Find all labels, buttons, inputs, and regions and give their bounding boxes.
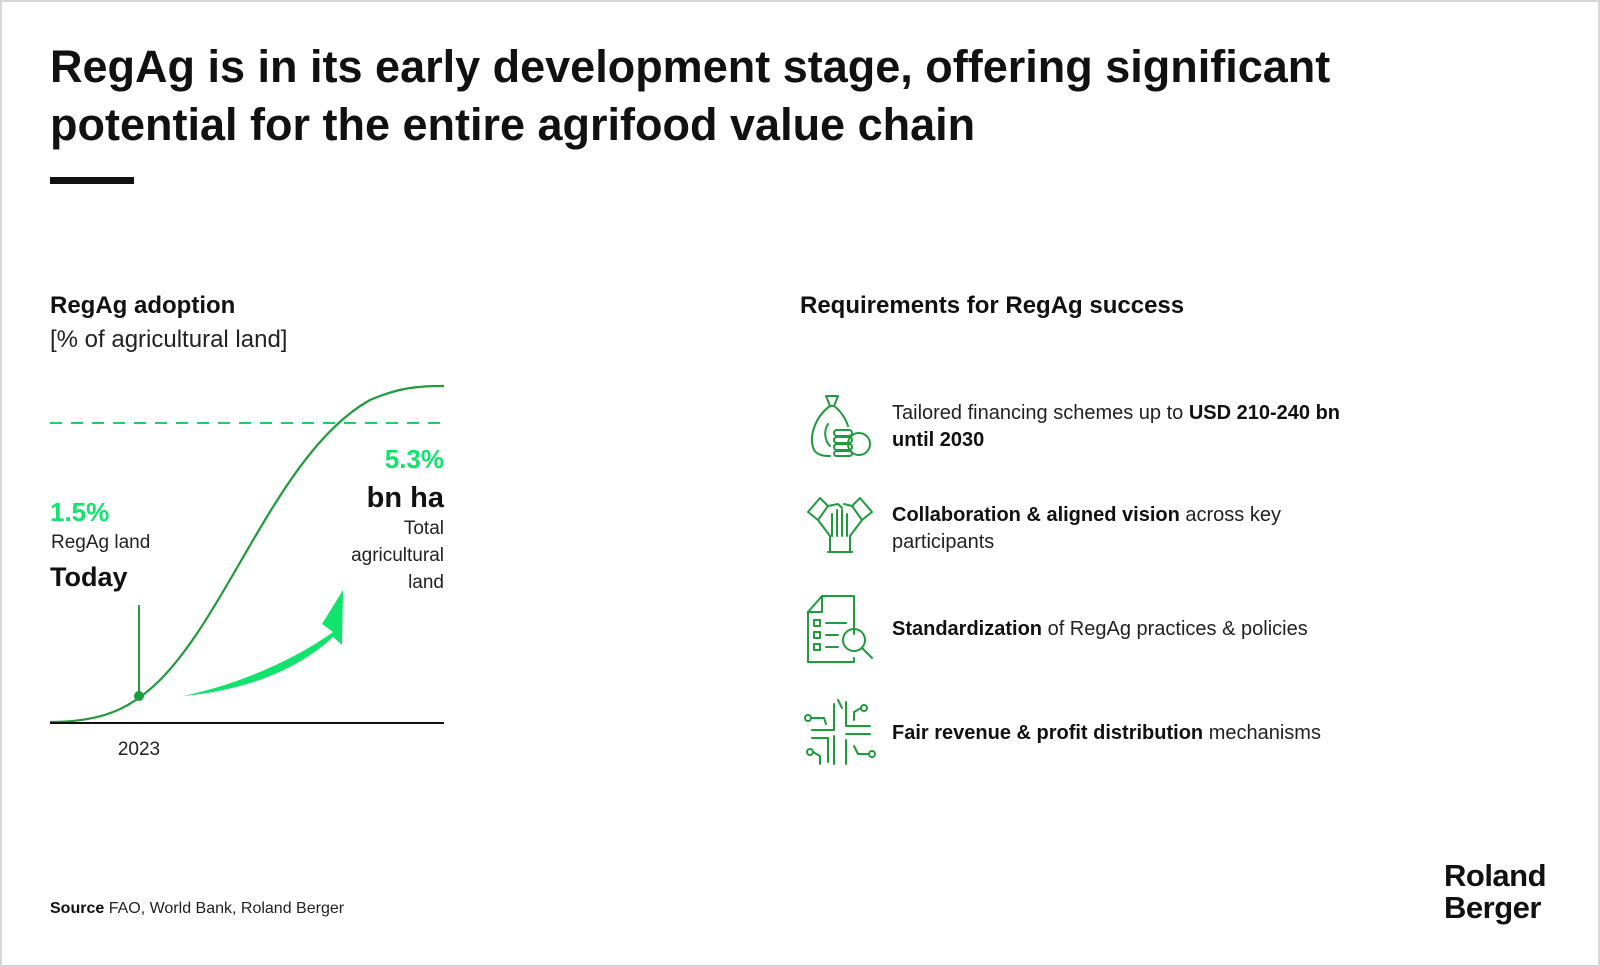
logo-line: Berger — [1444, 890, 1541, 925]
requirement-bold: Fair revenue & profit distribution — [892, 722, 1204, 744]
requirement-bold: Collaboration & aligned vision — [892, 504, 1180, 526]
requirement-text: of RegAg practices & policies — [1042, 618, 1308, 640]
source-label: Source — [50, 900, 105, 917]
chart-heading: RegAg adoption — [50, 292, 236, 319]
target-label-line: land — [408, 572, 444, 593]
page-title: RegAg is in its early development stage,… — [50, 41, 1331, 150]
requirement-bold: Standardization — [892, 618, 1043, 640]
requirement-item: Fair revenue & profit distribution mecha… — [804, 698, 1524, 774]
source-note: Source FAO, World Bank, Roland Berger — [50, 900, 344, 918]
requirement-item: Tailored financing schemes up to USD 210… — [804, 390, 1524, 466]
logo-line: Roland — [1444, 858, 1547, 893]
adoption-chart: 2023 1.5% RegAg land Today 5.3% bn ha To… — [49, 384, 445, 760]
target-label-line: agricultural — [351, 545, 444, 566]
today-marker-label: Today — [50, 562, 128, 592]
requirements-heading: Requirements for RegAg success — [800, 292, 1185, 319]
target-unit: bn ha — [367, 482, 445, 514]
target-label-line: Total — [404, 518, 444, 539]
requirement-text: across key participants — [892, 504, 1281, 553]
today-label: RegAg land — [51, 532, 150, 553]
chart-subheading: [% of agricultural land] — [50, 326, 288, 353]
distribution-network-icon — [804, 699, 876, 765]
title-underline — [50, 177, 134, 184]
requirement-text: mechanisms — [1203, 722, 1321, 744]
handshake-group-icon — [807, 497, 873, 553]
source-text: FAO, World Bank, Roland Berger — [104, 900, 345, 917]
today-point — [134, 691, 144, 701]
checklist-magnifier-icon — [807, 595, 873, 663]
requirement-bold: USD 210-240 bn until 2030 — [892, 402, 1341, 451]
x-tick-label: 2023 — [118, 739, 160, 760]
growth-arrow — [183, 590, 343, 696]
money-bag-coins-icon — [811, 395, 871, 457]
requirement-text: Tailored financing schemes up to — [892, 402, 1189, 424]
company-logo: Roland Berger — [1444, 858, 1547, 925]
adoption-curve — [49, 384, 445, 724]
requirement-item: Collaboration & aligned vision across ke… — [804, 492, 1524, 568]
requirement-item: Standardization of RegAg practices & pol… — [804, 594, 1524, 670]
target-value: 5.3% — [385, 444, 444, 474]
today-value: 1.5% — [50, 497, 109, 527]
